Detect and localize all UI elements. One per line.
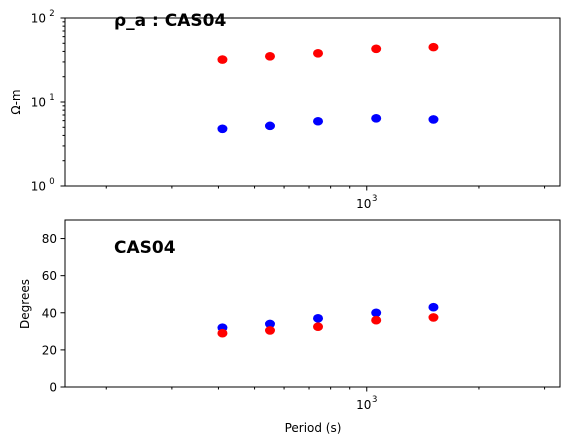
phase-series-1-point xyxy=(217,328,228,338)
rho-panel-title: ρ_a : CAS04 xyxy=(114,11,226,31)
phase-y-tick-label: 0 xyxy=(49,381,57,395)
rho-series-1-point xyxy=(217,124,228,134)
rho-x-tick-exponent: 3 xyxy=(372,194,377,204)
rho-y-axis-label: Ω-m xyxy=(9,89,23,114)
phase-series-0-point xyxy=(371,308,382,318)
phase-x-tick-exponent: 3 xyxy=(372,395,377,405)
rho-y-tick-exponent: 1 xyxy=(49,93,54,103)
rho-y-tick-label: 10 xyxy=(31,12,46,26)
phase-plot-frame xyxy=(64,219,561,388)
phase-points xyxy=(217,302,439,338)
phase-x-tick-label: 10 xyxy=(356,398,371,412)
phase-series-1-point xyxy=(313,322,324,331)
rho-series-1-point xyxy=(428,115,439,124)
rho-y-tick-exponent: 2 xyxy=(49,9,54,19)
rho-series-0-point xyxy=(428,42,439,52)
phase-panel-title: CAS04 xyxy=(114,238,176,258)
rho-series-0-point xyxy=(371,44,382,54)
phase-series-1-point xyxy=(371,315,382,325)
rho-plot-frame xyxy=(64,17,561,187)
phase-y-axis-label: Degrees xyxy=(18,279,32,329)
rho-series-0-point xyxy=(264,52,275,61)
rho-points xyxy=(217,42,439,134)
phase-x-axis-label: Period (s) xyxy=(285,421,342,435)
rho-series-1-point xyxy=(264,121,275,131)
rho-ticks: 10 310 010 110 2 xyxy=(31,9,546,211)
phase-ticks: 10 3 0 20 40 60 80 xyxy=(42,232,546,412)
phase-series-1-point xyxy=(264,326,275,335)
rho-x-tick-label: 10 xyxy=(356,197,371,211)
rho-series-1-point xyxy=(313,116,324,126)
rho-y-tick-label: 10 xyxy=(31,180,46,194)
rho-y-tick-label: 10 xyxy=(31,96,46,110)
rho-panel: 10 310 010 110 2 ρ_a : CAS04 Ω-m xyxy=(9,9,561,211)
phase-y-tick-label: 40 xyxy=(42,306,57,320)
phase-y-tick-label: 80 xyxy=(42,232,57,246)
phase-panel: 10 3 0 20 40 60 80 CAS04 Degrees Period (s) xyxy=(18,219,561,435)
rho-series-0-point xyxy=(217,55,228,64)
phase-series-0-point xyxy=(313,314,324,323)
phase-series-0-point xyxy=(428,302,439,312)
rho-y-tick-exponent: 0 xyxy=(49,177,54,187)
phase-y-tick-label: 20 xyxy=(42,343,57,357)
phase-series-1-point xyxy=(428,313,439,322)
rho-series-1-point xyxy=(371,113,382,123)
phase-series-0-point xyxy=(264,319,275,329)
phase-y-tick-label: 60 xyxy=(42,269,57,283)
rho-series-0-point xyxy=(313,49,324,58)
